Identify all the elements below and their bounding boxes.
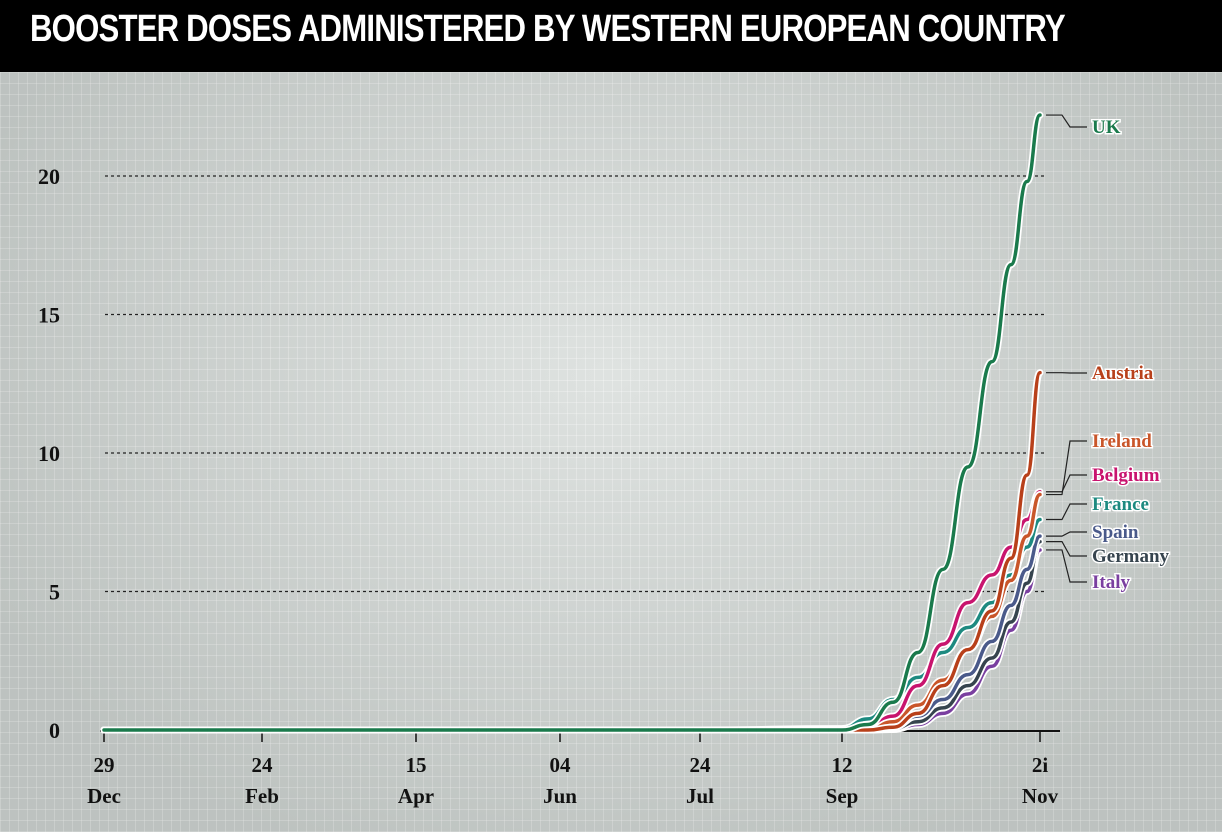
x-tick-month-4: Jul	[686, 784, 714, 808]
x-tick-month-3: Jun	[543, 784, 577, 808]
x-tick-month-1: Feb	[245, 784, 279, 808]
leader-line-italy	[1046, 549, 1087, 583]
series-outline-uk	[100, 111, 1044, 734]
series-label-france: France	[1092, 494, 1149, 515]
x-tick-month-5: Sep	[826, 784, 859, 808]
x-tick-day-3: 04	[550, 753, 572, 777]
y-tick-label-15: 15	[38, 303, 60, 328]
leader-line-germany	[1046, 541, 1087, 557]
leader-line-spain	[1046, 531, 1087, 537]
y-tick-label-0: 0	[49, 718, 60, 743]
series-outline-italy	[100, 546, 1044, 734]
leader-line-france	[1046, 503, 1087, 521]
series-label-uk: UK	[1092, 117, 1121, 138]
y-tick-label-5: 5	[49, 580, 60, 605]
series-line-austria	[102, 370, 1042, 732]
x-tick-month-2: Apr	[398, 784, 434, 808]
x-tick-day-2: 15	[406, 753, 427, 777]
series-label-italy: Italy	[1092, 572, 1131, 593]
series-label-austria: Austria	[1092, 363, 1154, 384]
leader-line-belgium	[1046, 474, 1087, 493]
series-label-spain: Spain	[1092, 522, 1139, 543]
x-tick-month-0: Dec	[87, 784, 121, 808]
y-tick-label-20: 20	[38, 164, 60, 189]
y-tick-label-10: 10	[38, 441, 60, 466]
series-line-uk	[102, 113, 1042, 732]
x-tick-day-4: 24	[690, 753, 712, 777]
x-tick-day-1: 24	[252, 753, 274, 777]
x-tick-month-6: Nov	[1022, 784, 1059, 808]
x-tick-day-6: 2i	[1032, 753, 1049, 777]
series-outline-austria	[100, 369, 1044, 734]
series-label-ireland: Ireland	[1092, 431, 1152, 452]
title-bar: BOOSTER DOSES ADMINISTERED BY WESTERN EU…	[0, 0, 1222, 72]
x-tick-day-0: 29	[94, 753, 115, 777]
leader-line-ireland	[1046, 440, 1087, 496]
series-label-belgium: Belgium	[1092, 465, 1160, 486]
series-line-italy	[102, 548, 1042, 732]
series-label-germany: Germany	[1092, 546, 1170, 567]
x-tick-day-5: 12	[832, 753, 853, 777]
leader-line-uk	[1046, 114, 1087, 128]
chart-title: BOOSTER DOSES ADMINISTERED BY WESTERN EU…	[30, 8, 1066, 50]
